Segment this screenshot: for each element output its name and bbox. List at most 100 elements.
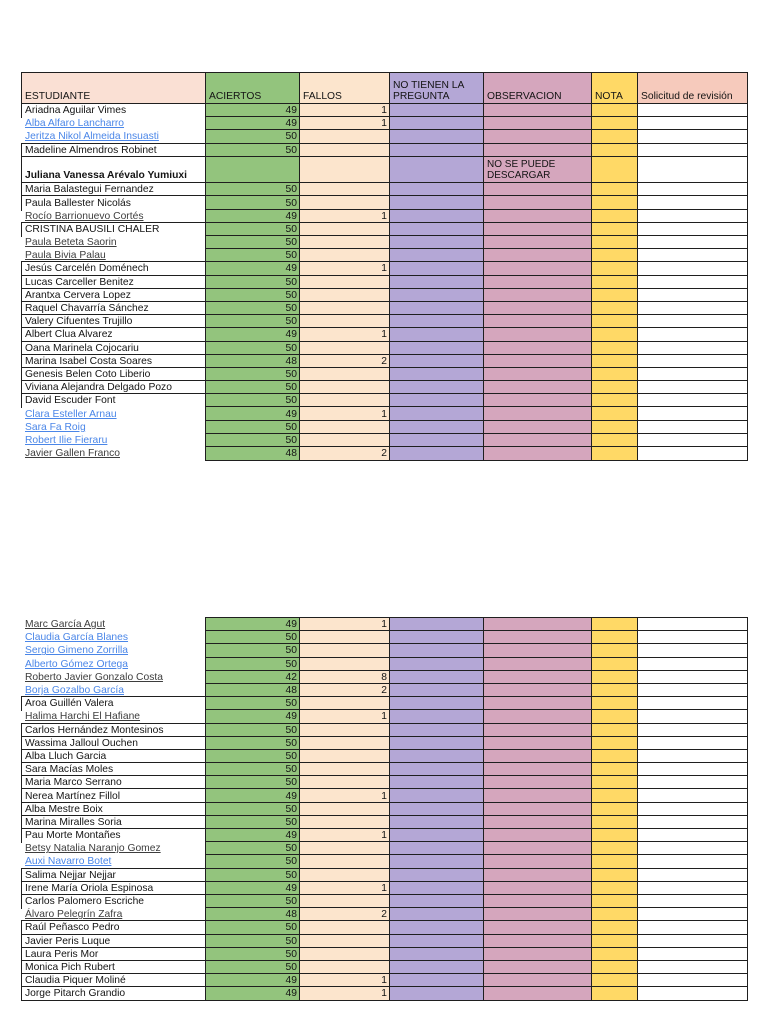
observacion-cell <box>483 709 593 725</box>
student-name-link[interactable]: Álvaro Pelegrín Zafra <box>22 908 206 922</box>
table-row: Jesús Carcelén Doménech 49 1 <box>21 261 748 277</box>
aciertos-cell: 50 <box>205 696 301 712</box>
fallos-cell: 1 <box>299 261 391 277</box>
fallos-cell: 2 <box>299 907 391 923</box>
no-tienen-la-pregunta-cell <box>389 893 485 910</box>
student-name-link[interactable]: Alberto Gómez Ortega <box>22 657 206 671</box>
no-tienen-la-pregunta-cell <box>389 722 485 738</box>
table-row: Paula Beteta Saorin 50 <box>22 234 748 251</box>
table-row: Claudia García Blanes 50 <box>22 630 748 646</box>
fallos-cell <box>299 432 391 449</box>
no-tienen-la-pregunta-cell <box>389 327 485 343</box>
student-name-cell: Claudia Piquer Moliné <box>21 973 207 989</box>
solicitud-de-revision-cell <box>637 854 748 870</box>
fallos-cell: 1 <box>299 616 391 633</box>
table-row: Borja Gozalbo García 48 2 <box>22 682 748 699</box>
nota-cell <box>591 195 639 211</box>
solicitud-de-revision-cell <box>637 841 748 857</box>
student-name-link[interactable]: Sara Fa Roig <box>22 420 206 434</box>
student-name-link[interactable]: Robert Ilie Fieraru <box>22 433 206 447</box>
no-tienen-la-pregunta-cell <box>389 406 485 422</box>
fallos-cell: 2 <box>299 682 391 699</box>
student-name-link[interactable]: Paula Bivia Palau <box>22 249 206 263</box>
observacion-cell <box>483 419 593 435</box>
student-name-cell: Genesis Belen Coto Liberio <box>21 366 207 383</box>
student-name-cell: Maria Marco Serrano <box>21 775 207 791</box>
student-name-link[interactable]: Betsy Natalia Naranjo Gomez <box>22 842 206 856</box>
solicitud-de-revision-cell <box>637 920 748 936</box>
observacion-cell <box>483 973 593 989</box>
nota-cell <box>591 300 639 317</box>
fallos-cell <box>299 696 391 712</box>
student-name-link[interactable]: Javier Gallen Franco <box>22 447 206 461</box>
solicitud-de-revision-cell <box>637 643 748 659</box>
aciertos-cell: 50 <box>205 893 301 910</box>
table-row: Jorge Pitarch Grandio 49 1 <box>21 986 748 1002</box>
no-tienen-la-pregunta-cell <box>389 986 485 1002</box>
solicitud-de-revision-cell <box>637 748 748 765</box>
student-name-link[interactable]: Rocío Barrionuevo Cortés <box>22 209 206 223</box>
student-name-link[interactable]: Alba Alfaro Lancharro <box>22 117 206 131</box>
observacion-cell <box>483 880 593 896</box>
student-name-link[interactable]: Clara Esteller Arnau <box>22 407 206 421</box>
aciertos-cell: 50 <box>205 182 301 198</box>
no-tienen-la-pregunta-cell <box>389 814 485 831</box>
no-tienen-la-pregunta-cell <box>389 946 485 962</box>
student-name-link[interactable]: Roberto Javier Gonzalo Costa <box>22 670 206 684</box>
nota-cell <box>591 102 639 119</box>
observacion-cell <box>483 630 593 646</box>
aciertos-cell: 50 <box>205 221 301 238</box>
aciertos-cell: 48 <box>205 445 301 462</box>
table-row: Madeline Almendros Robinet 50 <box>21 142 748 158</box>
fallos-cell <box>299 314 391 330</box>
no-tienen-la-pregunta-cell <box>389 801 485 817</box>
student-name-cell: Alba Lluch Garcia <box>21 748 207 765</box>
column-header-fallos: FALLOS <box>299 72 391 105</box>
nota-cell <box>591 314 639 330</box>
student-name-link[interactable]: Marc García Agut <box>22 618 206 632</box>
fallos-cell <box>299 735 391 751</box>
no-tienen-la-pregunta-cell <box>389 182 485 198</box>
nota-cell <box>591 933 639 949</box>
aciertos-cell: 50 <box>205 946 301 962</box>
student-name-cell: Arantxa Cervera Lopez <box>21 287 207 303</box>
aciertos-cell: 50 <box>205 274 301 290</box>
nota-cell <box>591 735 639 751</box>
table-row: Sara Macías Moles 50 <box>21 762 748 778</box>
solicitud-de-revision-cell <box>637 274 748 290</box>
fallos-cell: 8 <box>299 669 391 685</box>
student-name-link[interactable]: Borja Gozalbo García <box>22 683 206 698</box>
observacion-cell <box>483 933 593 949</box>
observacion-cell <box>483 327 593 343</box>
table-row: Salima Nejjar Nejjar 50 <box>21 867 748 883</box>
nota-cell <box>591 327 639 343</box>
student-name-link[interactable]: Claudia García Blanes <box>22 631 206 645</box>
no-tienen-la-pregunta-cell <box>389 340 485 356</box>
student-name-link[interactable]: Jeritza Nikol Almeida Insuasti <box>22 130 206 144</box>
student-name-link[interactable]: Sergio Gimeno Zorrilla <box>22 644 206 658</box>
aciertos-cell: 48 <box>205 907 301 923</box>
observacion-cell <box>483 946 593 962</box>
observacion-cell <box>483 234 593 251</box>
solicitud-de-revision-cell <box>637 287 748 303</box>
no-tienen-la-pregunta-cell <box>389 314 485 330</box>
nota-cell <box>591 801 639 817</box>
student-name-link[interactable]: Auxi Navarro Botet <box>22 855 206 869</box>
table-row: Albert Clua Alvarez 49 1 <box>21 327 748 343</box>
student-name-link[interactable]: Paula Beteta Saorin <box>22 236 206 250</box>
nota-cell <box>591 445 639 462</box>
fallos-cell <box>299 129 391 145</box>
nota-cell <box>591 841 639 857</box>
aciertos-cell: 50 <box>205 814 301 831</box>
solicitud-de-revision-cell <box>637 208 748 224</box>
solicitud-de-revision-cell <box>637 814 748 831</box>
student-name-link[interactable]: Halima Harchi El Hafiane <box>22 710 206 724</box>
observacion-cell <box>483 353 593 369</box>
student-name-cell: Carlos Palomero Escriche <box>21 893 207 910</box>
student-name-cell: Irene María Oriola Espinosa <box>21 880 207 896</box>
fallos-cell: 1 <box>299 880 391 896</box>
aciertos-cell: 49 <box>205 102 301 119</box>
observacion-cell <box>483 129 593 145</box>
student-name-cell: Paula Ballester Nicolás <box>21 195 207 211</box>
student-name-cell: Laura Peris Mor <box>21 946 207 962</box>
